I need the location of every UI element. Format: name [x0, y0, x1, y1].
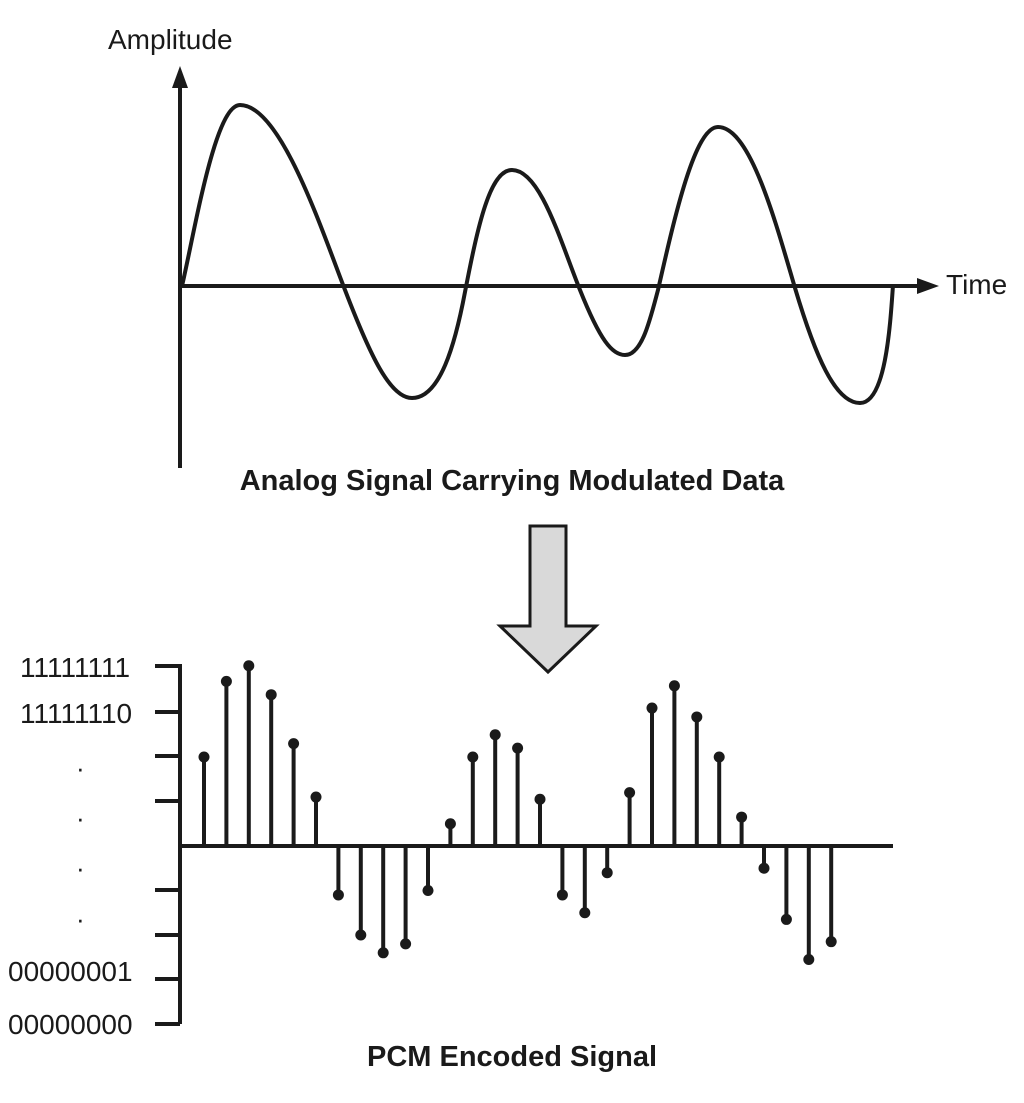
sample-point: [288, 738, 300, 750]
sample-point: [803, 953, 815, 965]
sample-point: [534, 793, 546, 805]
sample-point: [332, 889, 344, 901]
tick-ellipsis-dot: ·: [76, 803, 85, 833]
tick-label-zero: 00000000: [8, 1009, 133, 1040]
sample-point: [265, 689, 277, 701]
sample-point: [758, 862, 770, 874]
sample-point: [601, 867, 613, 879]
amplitude-axis-arrowhead: [172, 66, 188, 88]
tick-ellipsis-dot: ·: [76, 753, 85, 783]
sample-point: [198, 751, 210, 763]
analog-caption: Analog Signal Carrying Modulated Data: [239, 465, 785, 497]
sample-point: [825, 936, 837, 948]
sample-point: [668, 680, 680, 692]
sample-point: [780, 913, 792, 925]
tick-label-max: 11111111: [20, 652, 131, 683]
sample-point: [512, 742, 524, 754]
sample-point: [691, 711, 703, 723]
sample-point: [377, 947, 389, 959]
sample-point: [713, 751, 725, 763]
sample-point: [489, 729, 501, 741]
analog-axes: [172, 66, 939, 468]
analog-signal-wave: [180, 103, 895, 405]
time-axis-arrowhead: [917, 278, 939, 294]
sample-point: [467, 751, 479, 763]
sample-point: [579, 907, 591, 919]
pcm-samples: [198, 660, 837, 965]
sample-point: [355, 929, 367, 941]
sample-point: [624, 787, 636, 799]
sample-point: [736, 811, 748, 823]
tick-ellipsis-dot: ·: [76, 904, 85, 934]
sample-point: [556, 889, 568, 901]
tick-label-one: 00000001: [8, 956, 133, 987]
sample-point: [444, 818, 456, 830]
sample-point: [422, 885, 434, 896]
tick-ellipsis-dot: ·: [76, 853, 85, 883]
sample-point: [243, 660, 255, 672]
tick-label-second: 11111110: [20, 698, 133, 729]
sample-point: [220, 675, 232, 687]
time-axis-label: Time: [946, 269, 1008, 300]
sample-point: [400, 938, 412, 950]
sample-point: [646, 702, 658, 714]
amplitude-axis-label: Amplitude: [108, 24, 233, 55]
sample-point: [310, 791, 322, 803]
pcm-axes: [155, 664, 893, 1026]
down-arrow: [496, 524, 600, 675]
pcm-caption: PCM Encoded Signal: [366, 1041, 658, 1073]
